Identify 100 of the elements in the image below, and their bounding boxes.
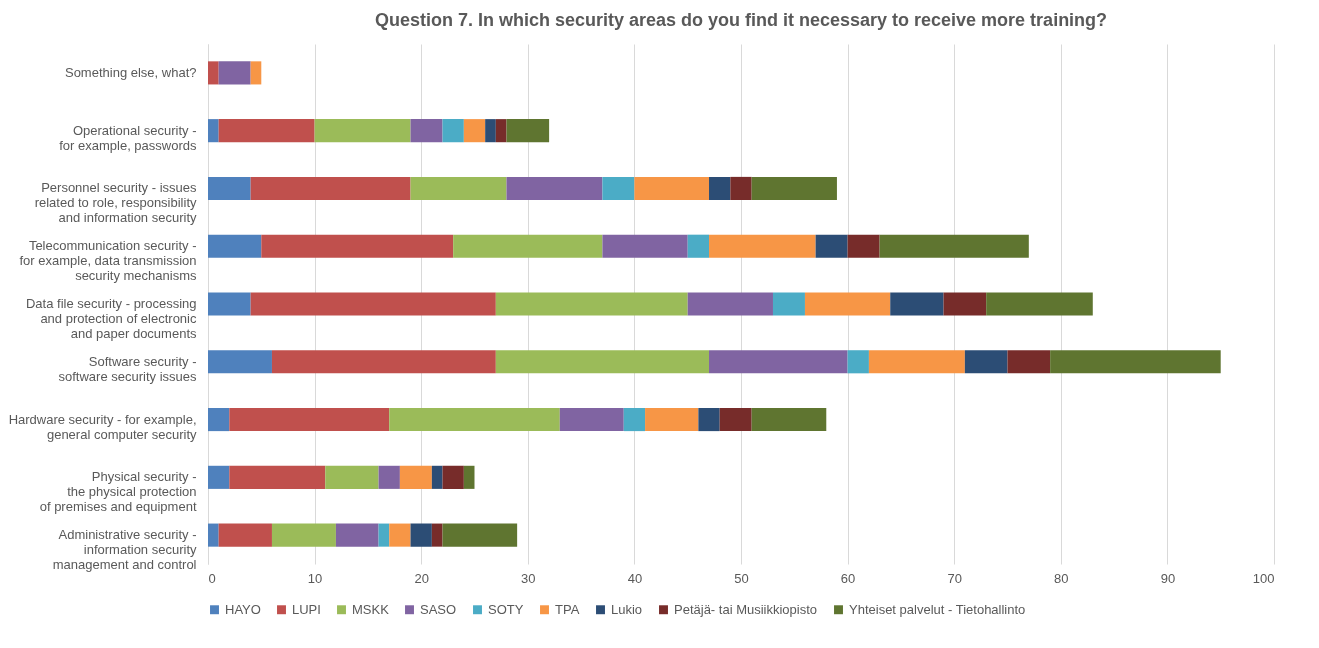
- bar: [378, 523, 390, 547]
- legend-label: Petäjä- tai Musiikkiopisto: [674, 601, 818, 617]
- legend-label: MSKK: [352, 601, 390, 617]
- bar: [698, 408, 720, 432]
- y-tick-label: Data file security - processing and protection of electronic and paper documents: [25, 296, 197, 341]
- bar: [208, 292, 251, 316]
- bar: [751, 176, 837, 200]
- legend-label: HAYO: [225, 601, 261, 617]
- bar: [943, 292, 987, 316]
- x-tick-label: 90: [1160, 570, 1176, 586]
- bar: [964, 350, 1008, 374]
- bar: [1007, 350, 1051, 374]
- legend-label: Lukio: [611, 601, 643, 617]
- bar: [431, 523, 443, 547]
- bar: [751, 408, 827, 432]
- x-tick-label: 50: [734, 570, 749, 586]
- bar: [1050, 350, 1221, 374]
- x-tick-label: 80: [1054, 570, 1069, 586]
- y-tick-label: Hardware security - for example, general computer security: [8, 411, 197, 442]
- bar: [250, 292, 496, 316]
- bar: [687, 234, 710, 258]
- bar: [847, 350, 869, 374]
- x-tick-label: 0: [208, 570, 216, 586]
- bar: [847, 234, 880, 258]
- bar: [485, 119, 496, 143]
- bar: [250, 176, 411, 200]
- bar: [208, 408, 230, 432]
- bar: [495, 350, 710, 374]
- bar: [271, 350, 496, 374]
- bar: [442, 119, 464, 143]
- legend-label: TPA: [555, 601, 580, 617]
- bar: [687, 292, 773, 316]
- bar: [709, 350, 848, 374]
- y-tick-label: Something else, what?: [64, 64, 197, 80]
- bar: [378, 465, 400, 489]
- bar: [506, 119, 550, 143]
- bar: [623, 408, 646, 432]
- bar: [730, 176, 752, 200]
- bar: [410, 523, 432, 547]
- bar: [208, 234, 262, 258]
- bar: [314, 119, 411, 143]
- bar: [431, 465, 443, 489]
- bar: [389, 408, 560, 432]
- bar: [634, 176, 710, 200]
- y-tick-label: Administrative security - information security management and control: [52, 527, 197, 573]
- bar: [879, 234, 1029, 258]
- bar: [410, 176, 507, 200]
- legend-label: Yhteiset palvelut - Tietohallinto: [849, 601, 1026, 617]
- x-tick-label: 100: [1252, 570, 1275, 586]
- bar: [890, 292, 944, 316]
- bar: [208, 119, 219, 143]
- bar: [495, 119, 507, 143]
- legend-label: SASO: [420, 601, 457, 617]
- bar: [218, 119, 315, 143]
- bar: [218, 523, 272, 547]
- bar: [804, 292, 891, 316]
- bar: [709, 234, 816, 258]
- bar: [208, 176, 251, 200]
- chart-title: Question 7. In which security areas do you find it necessary to receive more training?: [374, 10, 1108, 30]
- bar: [986, 292, 1093, 316]
- bar: [815, 234, 848, 258]
- bar: [495, 292, 688, 316]
- x-tick-label: 60: [840, 570, 856, 586]
- bar: [218, 61, 251, 85]
- y-tick-label: Physical security - the physical protection of premises and equipment: [39, 469, 197, 515]
- x-tick-label: 70: [947, 570, 962, 586]
- x-tick-label: 40: [627, 570, 643, 586]
- x-tick-label: 10: [307, 570, 323, 586]
- bar: [506, 176, 603, 200]
- legend-label: SOTY: [488, 601, 524, 617]
- bar: [250, 61, 262, 85]
- y-tick-label: Operational security - for example, passwords: [59, 122, 197, 153]
- bar: [602, 234, 688, 258]
- y-tick-label: Software security - software security issues: [58, 353, 197, 384]
- legend-label: LUPI: [292, 601, 321, 617]
- bar: [645, 408, 699, 432]
- y-tick-label: Telecommunication security - for example, data transmission security mechanisms: [19, 238, 197, 284]
- bar: [229, 408, 390, 432]
- bar: [719, 408, 752, 432]
- bar: [868, 350, 965, 374]
- bar: [208, 61, 219, 85]
- bar: [410, 119, 443, 143]
- bar: [602, 176, 635, 200]
- bar: [709, 176, 731, 200]
- bar: [208, 465, 230, 489]
- x-tick-label: 30: [521, 570, 536, 586]
- y-tick-label: Personnel security - issues related to role, responsibility and information security: [34, 180, 197, 226]
- bar: [463, 119, 486, 143]
- bar: [389, 523, 411, 547]
- bar: [335, 523, 379, 547]
- bar: [772, 292, 805, 316]
- bar: [208, 350, 272, 374]
- bar: [325, 465, 379, 489]
- bar: [442, 465, 464, 489]
- bar: [229, 465, 326, 489]
- bar: [442, 523, 518, 547]
- bar: [463, 465, 475, 489]
- bar: [261, 234, 454, 258]
- bar: [559, 408, 624, 432]
- bar: [208, 523, 219, 547]
